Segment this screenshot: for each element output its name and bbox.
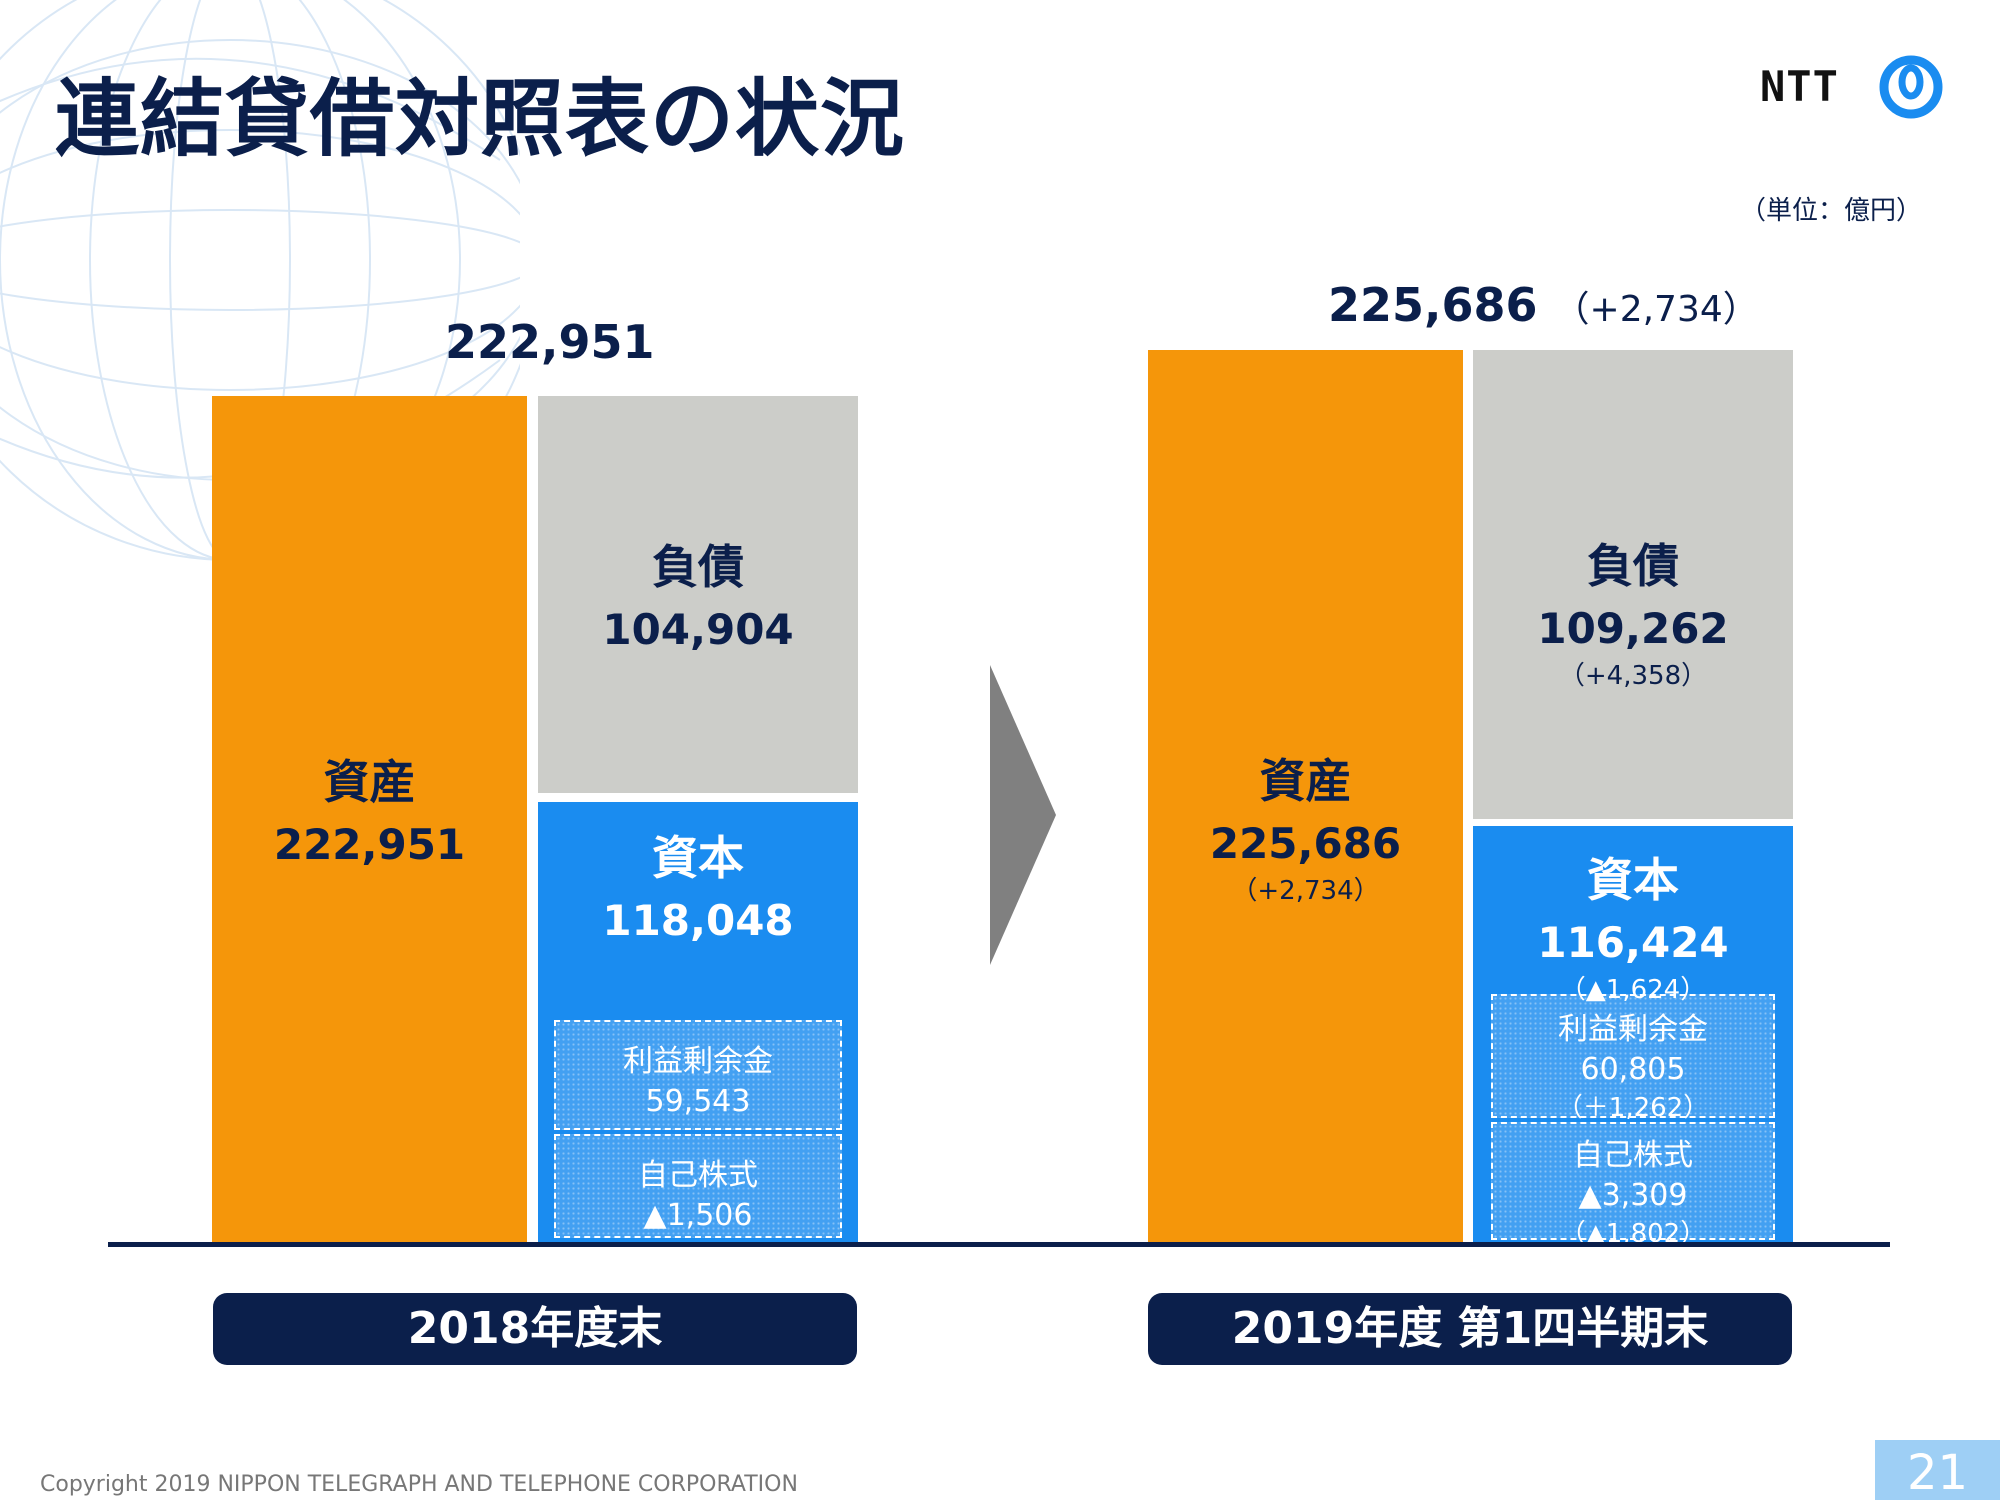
retained-earnings-delta: （＋1,262）: [1556, 1093, 1710, 1123]
assets-value: 222,951: [273, 820, 466, 869]
treasury-stock-value: ▲1,506: [643, 1198, 753, 1233]
equity-delta: （▲1,624）: [1559, 975, 1707, 1005]
ntt-logo: NTT: [1760, 52, 1950, 122]
assets-delta: （+2,734）: [1231, 876, 1380, 906]
period-label-2019q1: 2019年度 第1四半期末: [1148, 1293, 1792, 1365]
retained-earnings-value: 60,805: [1580, 1052, 1686, 1087]
treasury-stock-label: 自己株式: [1573, 1138, 1693, 1173]
period-label-2018: 2018年度末: [213, 1293, 857, 1365]
treasury-stock-box-2018: 自己株式 ▲1,506: [554, 1134, 842, 1238]
total-value: 222,951: [445, 315, 655, 369]
equity-label: 資本: [652, 831, 744, 885]
retained-earnings-label: 利益剰余金: [1558, 1012, 1708, 1047]
retained-earnings-box-2019q1: 利益剰余金 60,805 （＋1,262）: [1491, 994, 1775, 1123]
retained-earnings-value: 59,543: [645, 1084, 751, 1119]
liabilities-delta: （+4,358）: [1558, 661, 1708, 691]
unit-label: （単位：億円）: [1740, 196, 1923, 226]
total-delta: （+2,734）: [1553, 289, 1759, 330]
equity-value: 116,424: [1537, 918, 1729, 967]
liabilities-label: 負債: [1587, 539, 1679, 593]
equity-bar-2018: 資本 118,048 利益剰余金 59,543 自己株式 ▲1,506: [538, 802, 858, 1242]
assets-bar-2018: 資産 222,951: [212, 396, 527, 1242]
page-title: 連結貸借対照表の状況: [55, 70, 906, 168]
liabilities-label: 負債: [652, 540, 744, 594]
assets-label: 資産: [323, 755, 416, 809]
page-number: 21: [1875, 1440, 2000, 1501]
retained-earnings-box-2018: 利益剰余金 59,543: [554, 1020, 842, 1130]
logo-text: NTT: [1760, 62, 1839, 111]
assets-bar-2019q1: 資産 225,686 （+2,734）: [1148, 350, 1463, 1242]
total-label-2018: 222,951: [445, 315, 655, 369]
treasury-stock-value: ▲3,309: [1578, 1178, 1688, 1213]
assets-value: 225,686: [1209, 819, 1402, 868]
equity-value: 118,048: [602, 896, 794, 945]
retained-earnings-label: 利益剰余金: [623, 1044, 773, 1079]
transition-arrow-icon: [990, 665, 1056, 965]
chart-baseline: [108, 1242, 1890, 1247]
equity-bar-2019q1: 資本 116,424 （▲1,624） 利益剰余金 60,805 （＋1,262…: [1473, 826, 1793, 1249]
total-label-2019q1: 225,686 （+2,734）: [1328, 278, 1759, 332]
equity-label: 資本: [1587, 853, 1679, 907]
liabilities-bar-2018: 負債 104,904: [538, 396, 858, 793]
liabilities-value: 109,262: [1537, 604, 1729, 653]
liabilities-bar-2019q1: 負債 109,262 （+4,358）: [1473, 350, 1793, 819]
total-value: 225,686: [1328, 278, 1538, 332]
ntt-logo-mark-icon: [1879, 55, 1943, 119]
copyright-text: Copyright 2019 NIPPON TELEGRAPH AND TELE…: [40, 1472, 798, 1497]
treasury-stock-label: 自己株式: [638, 1158, 758, 1193]
liabilities-value: 104,904: [602, 605, 794, 654]
treasury-stock-box-2019q1: 自己株式 ▲3,309 （▲1,802）: [1491, 1122, 1775, 1249]
assets-label: 資産: [1259, 754, 1352, 808]
